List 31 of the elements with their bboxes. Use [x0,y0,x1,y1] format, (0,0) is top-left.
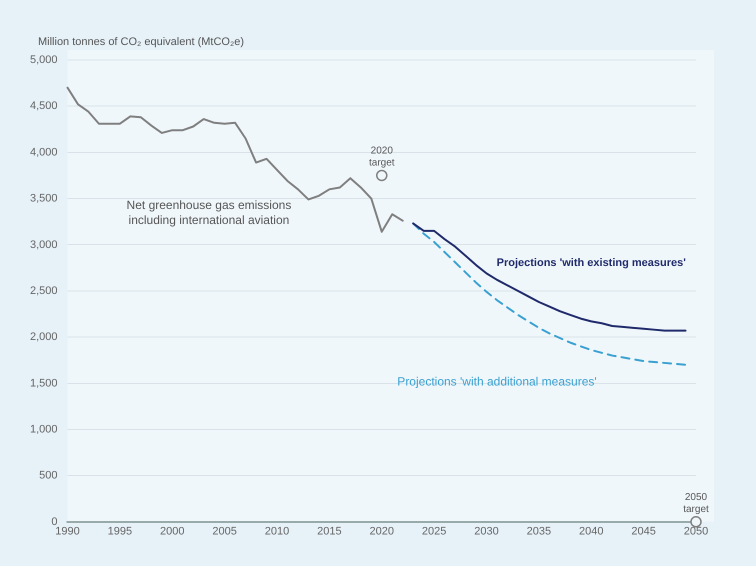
series-label: Net greenhouse gas emissions including international aviation [126,198,292,228]
x-tick-label: 2020 [370,525,394,538]
line-series [412,222,687,366]
y-tick-label: 1,500 [30,377,58,390]
y-tick-label: 2,500 [30,284,58,297]
y-tick-label: 5,000 [30,54,58,66]
y-tick-label: 3,500 [30,192,58,205]
y-tick-label: 1,000 [30,423,58,436]
annotation: 2020 target [368,145,395,168]
x-tick-label: 2050 [684,525,708,538]
x-tick-label: 2035 [526,525,552,538]
x-tick-label: 1990 [55,525,80,538]
x-tick-label: 2040 [579,525,604,538]
x-tick-label: 2045 [631,525,656,538]
y-tick-label: 0 [51,516,58,528]
x-tick-label: 2005 [212,525,237,538]
series-label: Projections 'with existing measures' [496,257,686,270]
x-tick-label: 2010 [264,525,290,538]
y-tick-label: 500 [39,470,58,482]
x-tick-label: 2000 [160,525,185,538]
y-tick-label: 3,000 [30,238,58,251]
series-label: Projections 'with additional measures' [397,374,597,389]
y-tick-label: 4,000 [30,146,58,158]
y-tick-label: 4,500 [30,100,58,112]
x-tick-label: 2025 [422,525,446,538]
y-axis-title: Million tonnes of CO₂ equivalent (MtCO₂e) [38,36,244,48]
y-tick-label: 2,000 [30,331,58,344]
x-tick-label: 2015 [317,525,342,538]
annotation: 2050 target [683,492,710,515]
x-tick-label: 1995 [108,525,132,538]
x-tick-label: 2030 [474,525,499,538]
